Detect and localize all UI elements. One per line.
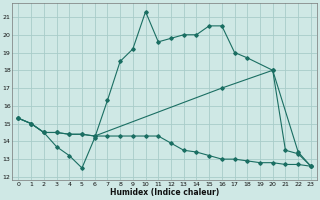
X-axis label: Humidex (Indice chaleur): Humidex (Indice chaleur) [110,188,219,197]
